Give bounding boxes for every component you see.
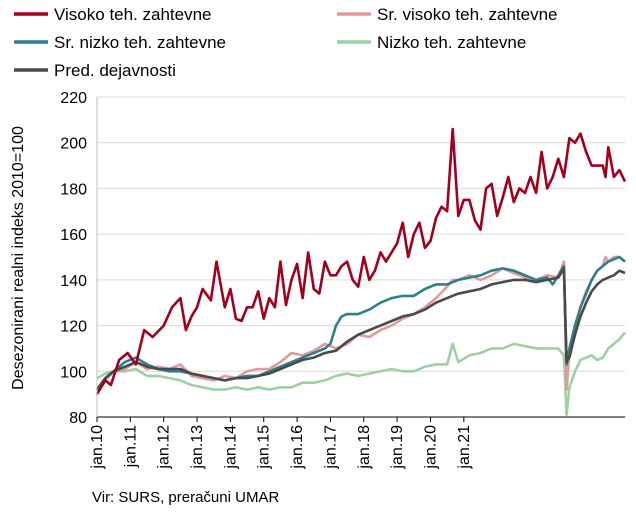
series-lines xyxy=(95,127,627,416)
y-tick-label: 120 xyxy=(60,319,87,336)
x-tick-label: jan.17 xyxy=(322,425,339,470)
y-tick-label: 160 xyxy=(60,227,87,244)
y-tick-label: 100 xyxy=(60,364,87,381)
x-tick-label: jan.13 xyxy=(189,425,206,470)
series-line-0 xyxy=(95,127,627,395)
y-axis-title: Desezonirani realni indeks 2010=100 xyxy=(10,126,27,390)
x-tick-label: jan.19 xyxy=(389,425,406,470)
x-tick-label: jan.20 xyxy=(422,425,439,470)
y-tick-label: 180 xyxy=(60,181,87,198)
series-line-3 xyxy=(96,331,627,416)
gridlines xyxy=(97,96,625,372)
x-tick-label: jan.16 xyxy=(289,425,306,470)
series-line-4 xyxy=(95,267,626,391)
legend-label: Sr. visoko teh. zahtevne xyxy=(377,5,558,24)
y-tick-label: 200 xyxy=(60,136,87,153)
x-tick-label: jan.12 xyxy=(156,425,173,470)
y-tick-label: 140 xyxy=(60,273,87,290)
y-tick-label: 220 xyxy=(60,90,87,107)
legend-label: Nizko teh. zahtevne xyxy=(377,33,526,52)
legend-label: Sr. nizko teh. zahtevne xyxy=(54,33,226,52)
legend-label: Pred. dejavnosti xyxy=(54,61,176,80)
legend-label: Visoko teh. zahtevne xyxy=(54,5,212,24)
x-tick-label: jan.14 xyxy=(222,425,239,470)
x-tick-label: jan.10 xyxy=(89,425,106,470)
axes: 80 100 120 140 160 180 200 220 jan.10 jan.11 jan.1… xyxy=(60,90,625,470)
x-tick-label: jan.15 xyxy=(256,425,273,470)
y-tick-label: 80 xyxy=(69,410,87,427)
x-tick-label: jan.11 xyxy=(122,425,139,469)
x-tick-label: jan.18 xyxy=(356,425,373,470)
x-tick-label: jan.21 xyxy=(456,425,473,470)
legend: Visoko teh. zahtevne Sr. visoko teh. zaht… xyxy=(14,5,558,80)
source-note: Vir: SURS, preračuni UMAR xyxy=(92,489,280,506)
